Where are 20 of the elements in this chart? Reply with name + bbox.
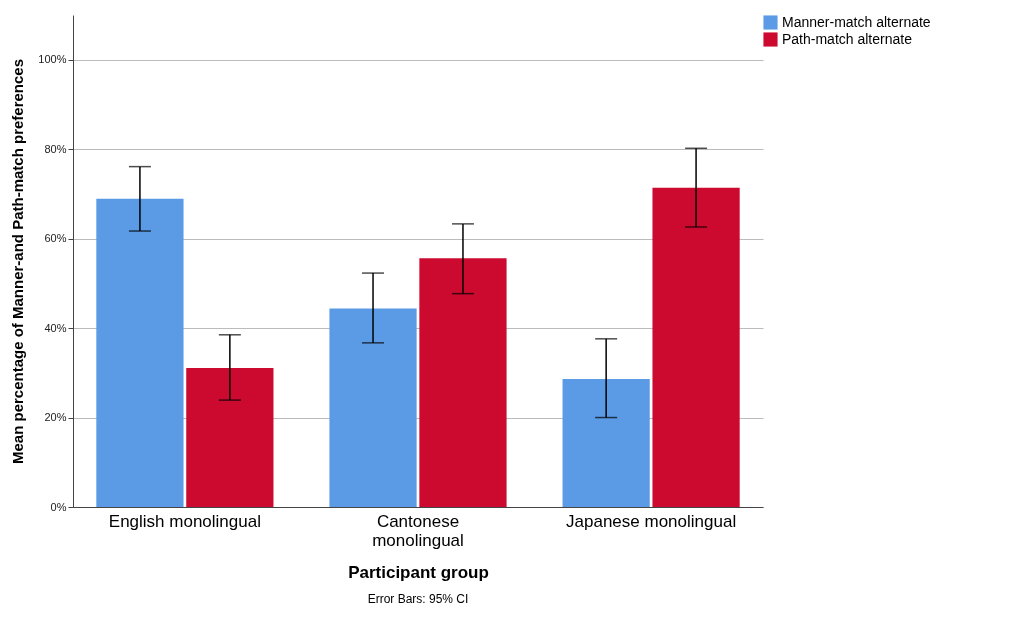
x-axis-title: Participant group: [348, 562, 489, 582]
bar: [96, 198, 184, 507]
bar: [329, 308, 417, 507]
y-tick-label: 0%: [50, 500, 67, 513]
bar: [562, 379, 650, 507]
y-axis-title: Mean percentage of Manner-and Path-match preferences: [9, 58, 27, 465]
bar: [186, 367, 274, 507]
y-tick-label: 20%: [44, 411, 67, 424]
bar: [652, 187, 740, 507]
legend-label: Path-match alternate: [782, 30, 913, 47]
y-tick-label: 40%: [44, 321, 67, 334]
y-tick-label: 80%: [44, 142, 67, 155]
x-tick-label: Cantonese monolingual: [372, 511, 464, 550]
x-tick-label: Japanese monolingual: [566, 511, 737, 531]
x-tick-label: English monolingual: [108, 511, 261, 531]
bar: [419, 258, 507, 507]
text: Error Bars: 95% CI: [367, 592, 469, 606]
y-tick-label: 100%: [38, 53, 67, 66]
legend-label: Manner-match alternate: [782, 13, 931, 30]
y-tick-label: 60%: [44, 232, 67, 245]
